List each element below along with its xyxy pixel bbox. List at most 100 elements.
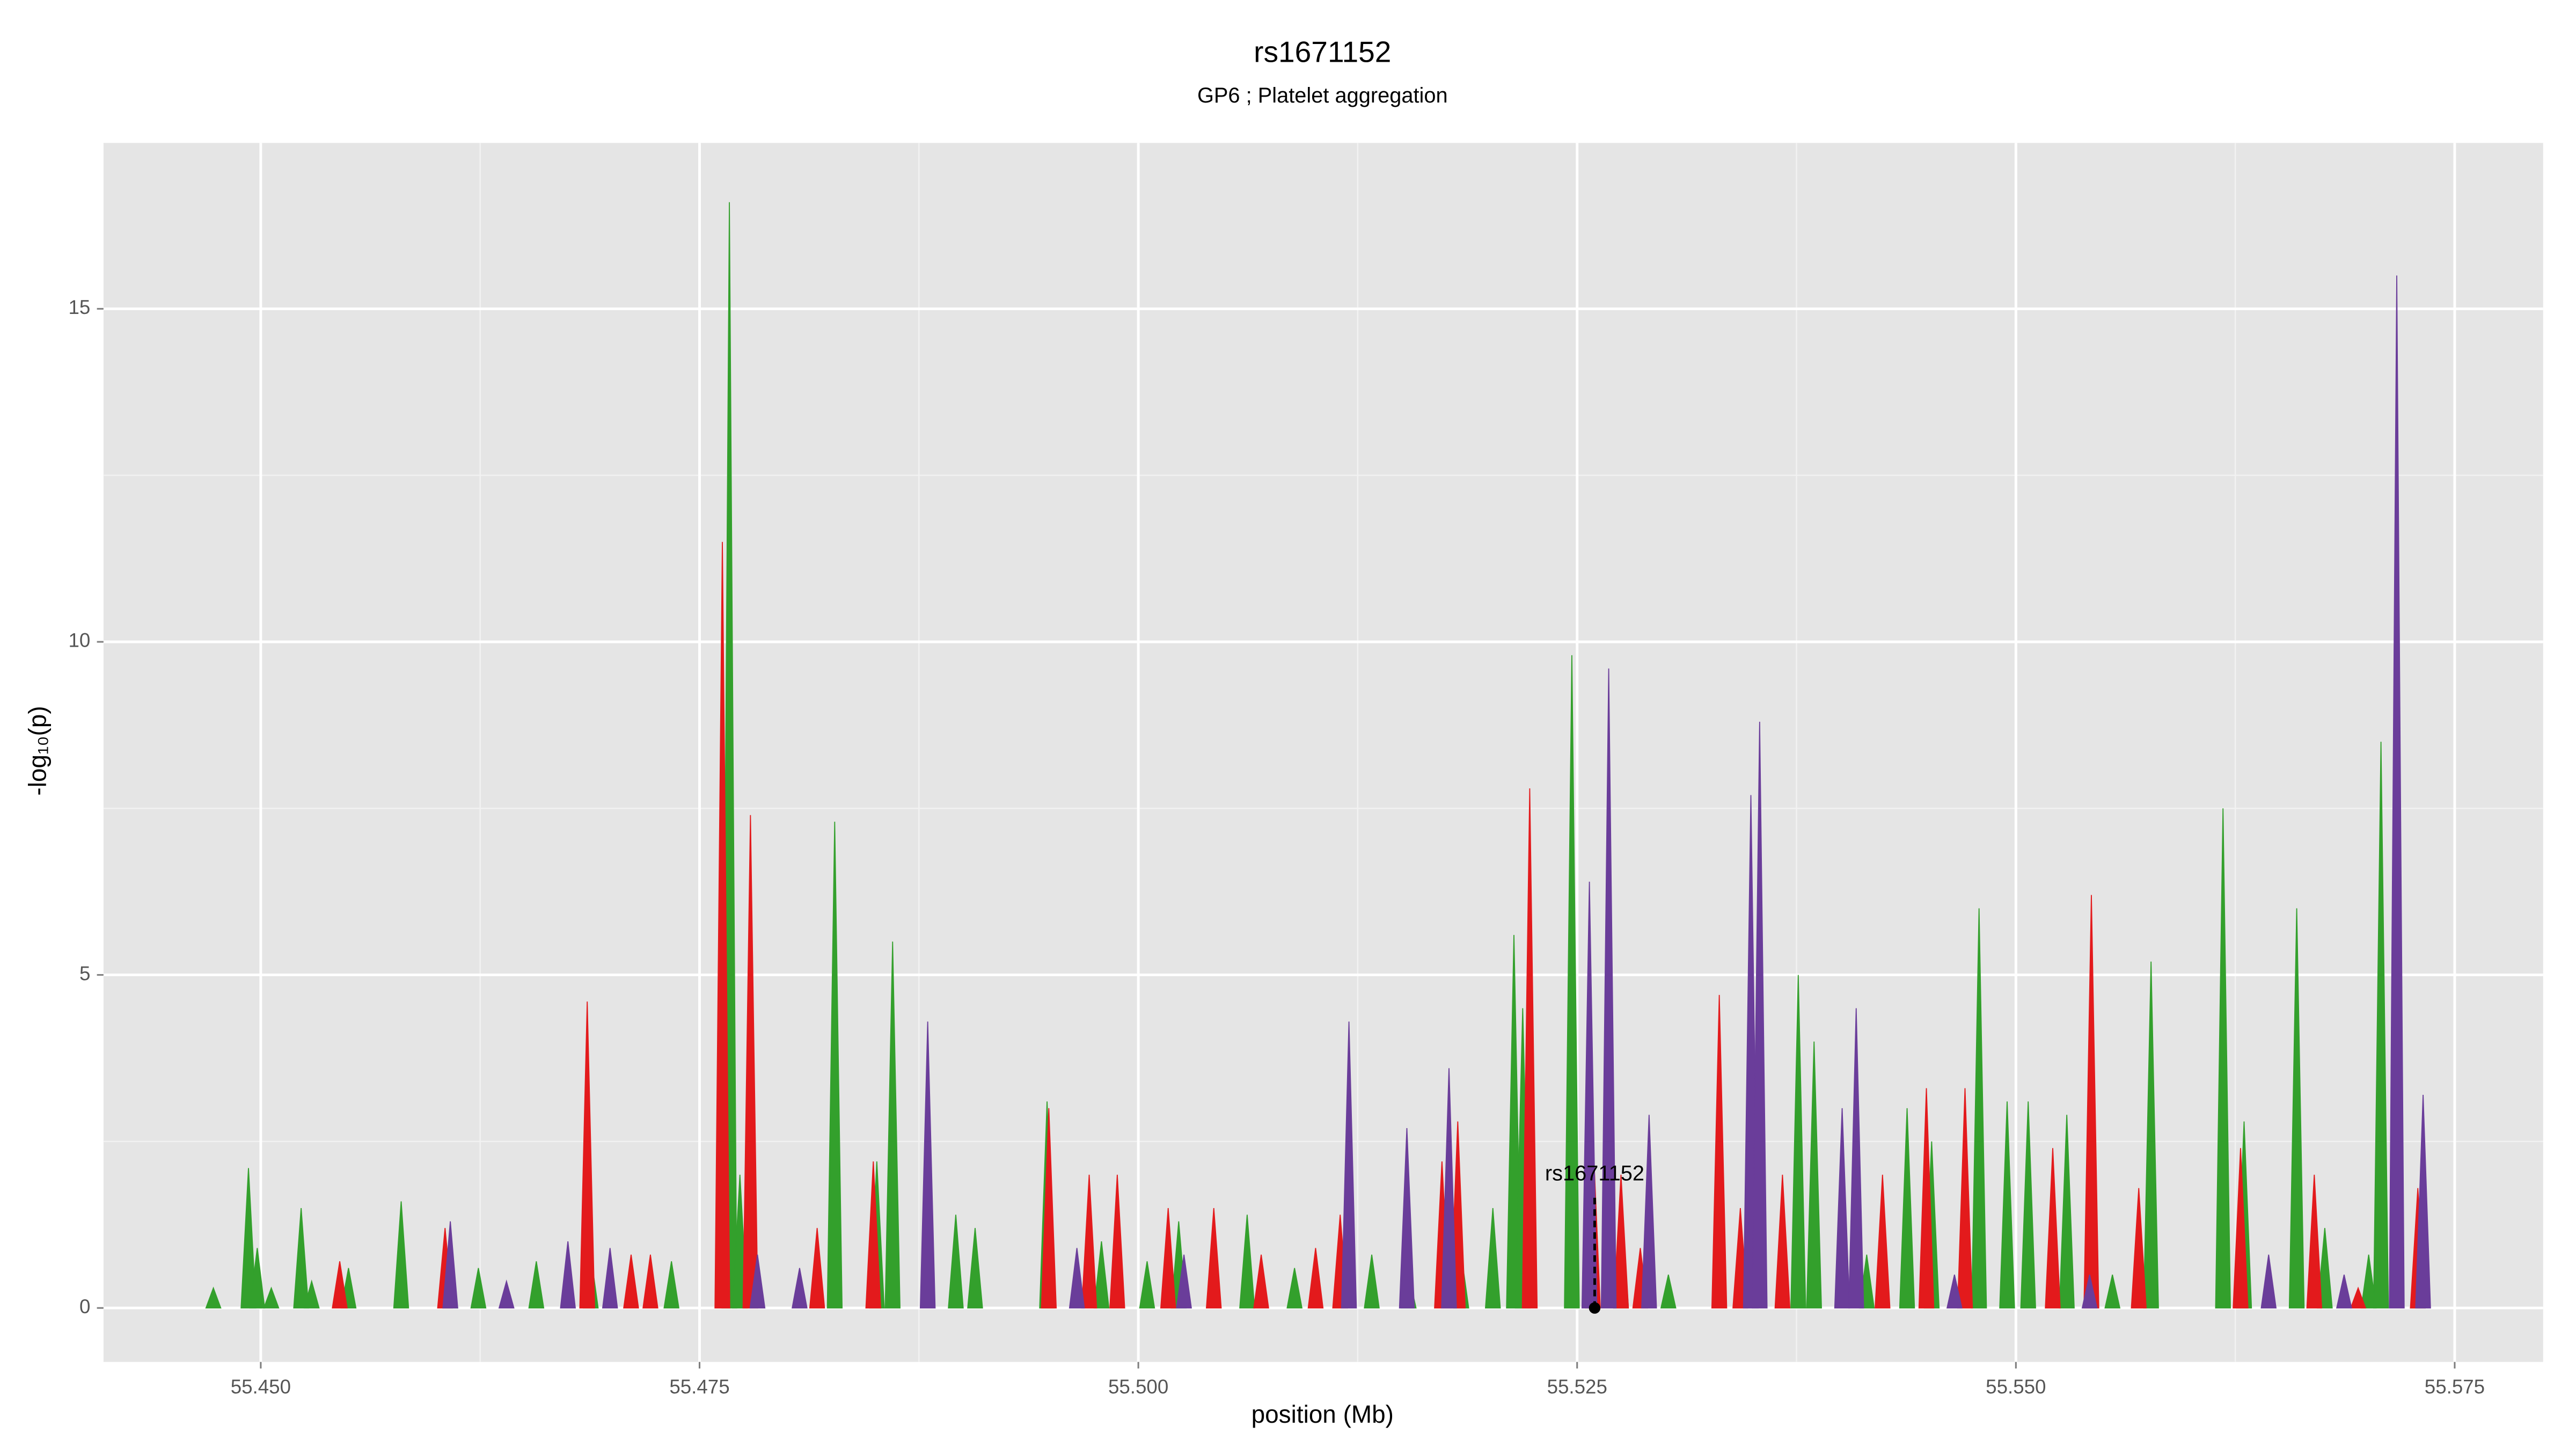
- area-spike: [1613, 1174, 1629, 1309]
- area-spike: [205, 1286, 222, 1309]
- area-spike: [293, 1208, 309, 1309]
- area-spike: [470, 1268, 487, 1309]
- area-spike: [1641, 1115, 1657, 1309]
- marks: [205, 202, 2431, 1309]
- y-axis-label: -log₁₀(p): [24, 706, 52, 795]
- annotation-point: [1589, 1302, 1601, 1314]
- y-tick-label: 5: [79, 962, 90, 984]
- area-spike: [749, 1254, 766, 1309]
- area-spike: [1239, 1214, 1255, 1309]
- area-spike: [393, 1201, 409, 1309]
- area-spike: [826, 822, 843, 1309]
- annotation-label: rs1671152: [1545, 1161, 1644, 1185]
- area-spike: [602, 1248, 618, 1309]
- area-spike: [1109, 1174, 1125, 1309]
- area-spike: [1918, 1088, 1935, 1309]
- area-spike: [1041, 1108, 1057, 1309]
- area-spike: [2389, 275, 2405, 1309]
- area-spike: [809, 1228, 825, 1309]
- area-spike: [1946, 1274, 1963, 1309]
- area-spike: [2143, 961, 2159, 1309]
- area-spike: [2350, 1286, 2367, 1309]
- area-spike: [1790, 975, 1806, 1309]
- y-tick-label: 0: [79, 1296, 90, 1318]
- area-spike: [2104, 1274, 2121, 1309]
- area-spike: [663, 1261, 680, 1309]
- chart-title: rs1671152: [1254, 35, 1391, 69]
- area-spike: [2415, 1094, 2431, 1309]
- area-spike: [948, 1214, 964, 1309]
- area-spike: [263, 1286, 280, 1309]
- area-spike: [2336, 1274, 2352, 1309]
- area-spike: [1286, 1268, 1303, 1309]
- area-spike: [2215, 808, 2231, 1309]
- area-spike: [2081, 1274, 2098, 1309]
- y-tick-label: 15: [69, 296, 91, 318]
- area-spike: [579, 1001, 595, 1309]
- area-spike: [2045, 1148, 2061, 1309]
- x-tick-label: 55.550: [1986, 1375, 2046, 1397]
- area-spike: [967, 1228, 983, 1309]
- x-axis-label: position (Mb): [1252, 1400, 1394, 1428]
- area-spike: [1957, 1088, 1973, 1309]
- area-spike: [1441, 1068, 1457, 1309]
- area-spike: [2306, 1174, 2323, 1309]
- area-spike: [1364, 1254, 1380, 1309]
- area-spike: [1253, 1254, 1269, 1309]
- area-spike: [1093, 1241, 1110, 1309]
- chart-subtitle: GP6 ; Platelet aggregation: [1197, 84, 1448, 107]
- area-spike: [714, 541, 730, 1309]
- area-spike: [1899, 1108, 1915, 1309]
- area-spike: [1711, 994, 1728, 1309]
- area-spike: [332, 1261, 348, 1309]
- area-spike: [642, 1254, 658, 1309]
- area-spike: [1341, 1021, 1357, 1309]
- x-tick-label: 55.450: [231, 1375, 291, 1397]
- area-spike: [1399, 1128, 1415, 1309]
- area-spike: [1521, 788, 1538, 1309]
- area-spike: [1774, 1174, 1791, 1309]
- area-spike: [1564, 655, 1580, 1309]
- x-tick-label: 55.575: [2425, 1375, 2485, 1397]
- area-spike: [560, 1241, 576, 1309]
- area-spike: [919, 1021, 936, 1309]
- area-spike: [1660, 1274, 1677, 1309]
- area-spike: [1484, 1208, 1501, 1309]
- area-spike: [1160, 1208, 1176, 1309]
- area-spike: [2131, 1188, 2147, 1309]
- area-spike: [1999, 1101, 2015, 1309]
- area-spike: [2373, 742, 2389, 1309]
- y-tick-label: 10: [69, 630, 91, 652]
- area-spike: [1848, 1008, 1864, 1309]
- area-spike: [1139, 1261, 1155, 1309]
- labels: 55.450 55.475 55.500 55.525 55.550 55.575 0 5 10…: [69, 296, 2485, 1397]
- area-spike: [865, 1161, 882, 1309]
- x-tick-label: 55.475: [669, 1375, 729, 1397]
- area-spike: [1834, 1108, 1850, 1309]
- area-spike: [1081, 1174, 1097, 1309]
- area-spike: [1752, 721, 1768, 1309]
- area-spike: [498, 1279, 515, 1309]
- area-spike: [2260, 1254, 2277, 1309]
- area-spike: [240, 1168, 257, 1309]
- area-spike: [303, 1279, 320, 1309]
- area-spike: [528, 1261, 545, 1309]
- area-spike: [2317, 1228, 2333, 1309]
- area-spike: [1069, 1248, 1085, 1309]
- area-spike: [623, 1254, 639, 1309]
- area-spike: [2360, 1254, 2377, 1309]
- area-spike: [2233, 1148, 2249, 1309]
- area-spike: [792, 1268, 808, 1309]
- area-spike: [1971, 908, 1987, 1309]
- area-spike: [1176, 1254, 1192, 1309]
- area-spike: [2020, 1101, 2036, 1309]
- area-spike: [1205, 1208, 1222, 1309]
- x-tick-label: 55.500: [1108, 1375, 1168, 1397]
- x-tick-label: 55.525: [1547, 1375, 1607, 1397]
- area-spike: [1600, 668, 1617, 1309]
- area-spike: [884, 941, 901, 1309]
- area-spike: [1307, 1248, 1324, 1309]
- area-spike: [249, 1248, 266, 1309]
